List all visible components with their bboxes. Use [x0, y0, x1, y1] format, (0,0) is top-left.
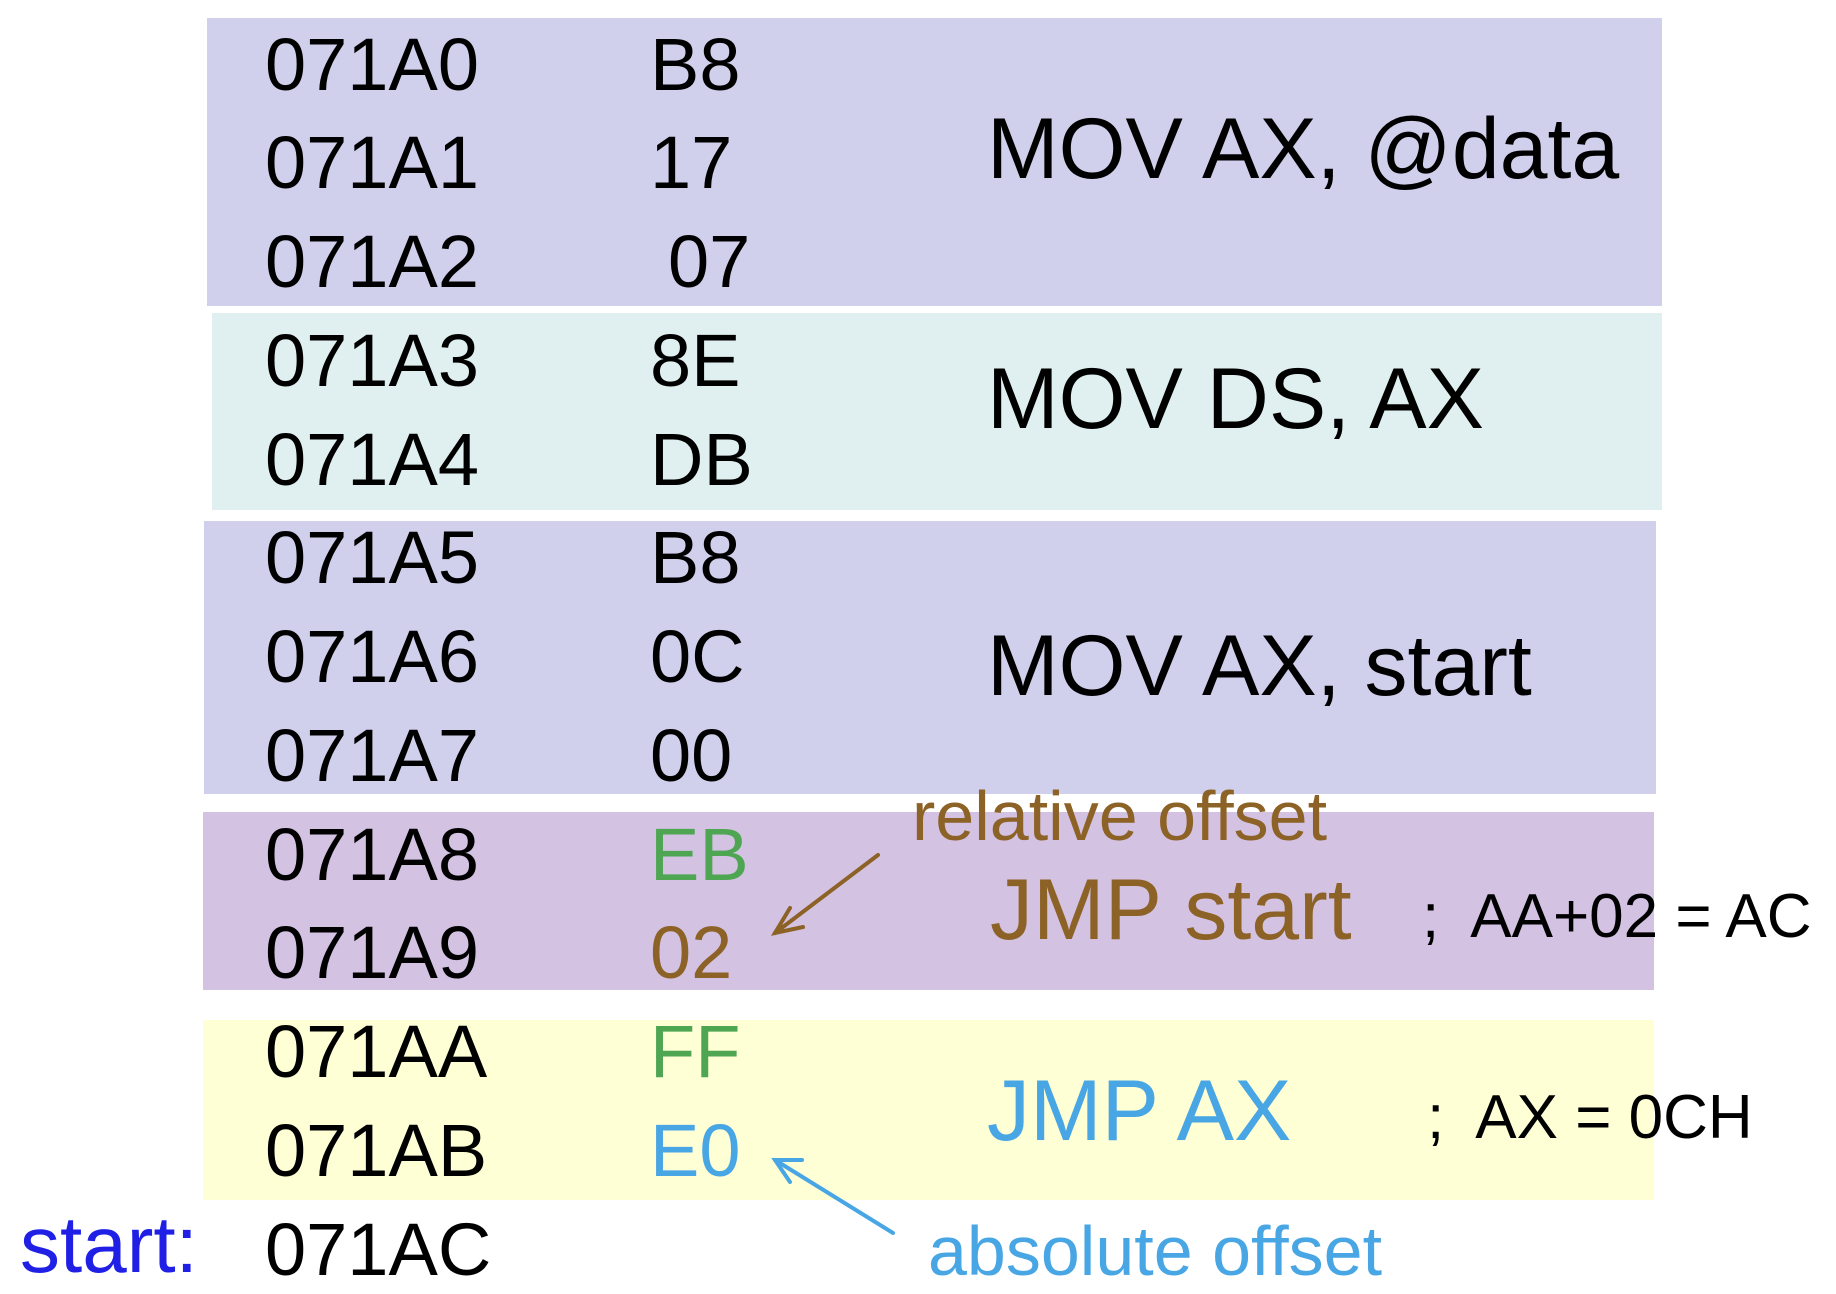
- byte-cell: 07: [668, 220, 751, 303]
- absolute-offset-arrow: [771, 1158, 895, 1235]
- block-mov-ax-data: [207, 18, 1662, 306]
- relative-offset-byte: 02: [650, 911, 733, 994]
- address-cell: 071AA: [265, 1010, 488, 1093]
- byte-cell: B8: [650, 23, 741, 106]
- absolute-offset-label: absolute offset: [928, 1212, 1383, 1290]
- block-jmp-start: [203, 812, 1654, 990]
- relative-offset-label: relative offset: [912, 777, 1328, 855]
- instruction-jmp-start: JMP start: [990, 862, 1352, 958]
- address-cell: 071A5: [265, 516, 479, 599]
- address-cell: 071A2: [265, 220, 479, 303]
- opcode-byte-jmp-short: EB: [650, 813, 749, 896]
- start-label: start:: [20, 1200, 198, 1289]
- byte-cell: B8: [650, 516, 741, 599]
- address-cell: 071A4: [265, 418, 479, 501]
- address-cell: 071AB: [265, 1109, 488, 1192]
- byte-cell: 0C: [650, 615, 745, 698]
- address-cell: 071A6: [265, 615, 479, 698]
- opcode-byte-jmp-reg: FF: [650, 1010, 741, 1093]
- comment-jmp-ax: ; AX = 0CH: [1427, 1083, 1753, 1152]
- byte-cell: DB: [650, 418, 753, 501]
- address-cell: 071A8: [265, 813, 479, 896]
- absolute-offset-byte: E0: [650, 1109, 741, 1192]
- address-cell: 071A9: [265, 911, 479, 994]
- instruction-mov-ax-start: MOV AX, start: [987, 618, 1532, 714]
- instruction-mov-ax-data: MOV AX, @data: [987, 101, 1620, 197]
- block-mov-ds-ax: [212, 313, 1662, 510]
- comment-jmp-start: ; AA+02 = AC: [1422, 882, 1812, 951]
- relative-offset-arrow: [770, 853, 880, 936]
- byte-cell: 17: [650, 121, 733, 204]
- block-mov-ax-start: [204, 521, 1656, 794]
- address-cell: 071A1: [265, 121, 479, 204]
- block-jmp-ax: [203, 1020, 1654, 1200]
- instruction-jmp-ax: JMP AX: [987, 1063, 1292, 1159]
- instruction-mov-ds-ax: MOV DS, AX: [987, 351, 1485, 447]
- address-cell: 071AC: [265, 1208, 492, 1291]
- byte-cell: 8E: [650, 319, 741, 402]
- byte-cell: 00: [650, 714, 733, 797]
- address-cell: 071A7: [265, 714, 479, 797]
- address-cell: 071A0: [265, 23, 479, 106]
- address-cell: 071A3: [265, 319, 479, 402]
